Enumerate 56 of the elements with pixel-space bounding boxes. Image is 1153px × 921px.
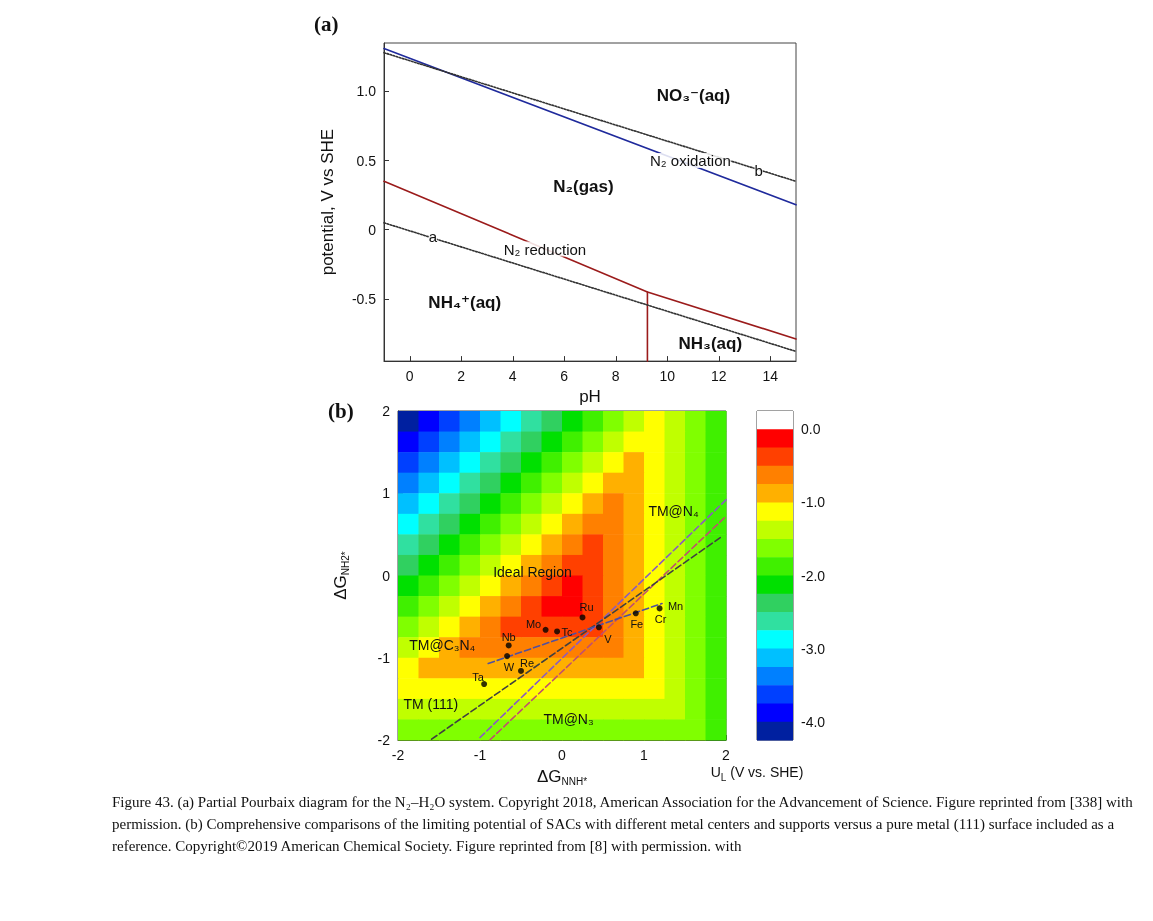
x-tick-label: 14: [762, 368, 779, 385]
x-tick-label: 1: [640, 747, 649, 763]
x-tick-label: 10: [659, 368, 676, 385]
annotation: N₂(gas): [553, 176, 614, 196]
annotation: NO₃⁻(aq): [656, 85, 731, 105]
x-tick-label: 0: [558, 747, 567, 763]
x-tick-label: 2: [457, 368, 466, 385]
caption: Figure 43. (a) Partial Pourbaix diagram for the N₂–H₂O system. Copyright 2018, American Association for the Advancement of Science. Figure reprinted from [338] with permission. (b) Comprehensive comparisons of the limiting potential of SACs with different metal centers and supports versus a pure metal (111) surface included as a reference. Copyright©2019 American Chemical Society. Figure reprinted from [8] with permission. with: [112, 793, 1134, 856]
color-bar-label: -4.0: [801, 713, 826, 730]
annotation: TM@C₃N₄: [409, 636, 476, 653]
y-axis-title: ΔGNH2*: [330, 551, 351, 600]
y-tick-label: 2: [382, 403, 391, 419]
annotation: V: [604, 633, 613, 646]
y-tick-label: 1: [382, 485, 391, 502]
y-tick-label: 0: [382, 567, 391, 584]
annotation: b: [754, 161, 763, 179]
color-bar-label: -1.0: [801, 494, 826, 511]
x-tick-label: 4: [508, 368, 517, 385]
annotation: Mn: [667, 600, 684, 613]
x-tick-label: 8: [611, 368, 620, 385]
x-tick-label: 6: [560, 368, 569, 385]
annotation: a: [428, 228, 438, 246]
color-bar-label: -2.0: [801, 567, 826, 584]
annotation: Mo: [525, 617, 542, 630]
color-bar-label: -3.0: [801, 640, 826, 657]
x-axis-title: pH: [579, 387, 601, 406]
annotation: Ta: [472, 671, 485, 684]
annotation: Nb: [501, 631, 516, 644]
annotation: NH₄⁺(aq): [428, 293, 502, 313]
annotation: Re: [519, 656, 535, 669]
y-tick-label: 0.5: [356, 152, 377, 169]
annotation: TM@N₄: [648, 503, 699, 520]
annotation: TM@N₃: [543, 710, 594, 727]
y-axis-title: potential, V vs SHE: [318, 128, 337, 276]
annotation: Fe: [630, 618, 644, 631]
annotation: NH₃(aq): [678, 333, 743, 353]
annotation: W: [503, 661, 515, 674]
annotation: Ru: [579, 601, 594, 614]
annotation: Tc: [561, 626, 574, 639]
color-bar-label: 0.0: [801, 421, 821, 438]
annotation: Ideal Region: [493, 564, 572, 581]
y-tick-label: -0.5: [351, 290, 377, 307]
y-tick-label: 1.0: [356, 83, 377, 100]
text: (b): [328, 398, 354, 423]
y-tick-label: -2: [377, 732, 391, 748]
annotation: Cr: [654, 613, 667, 626]
annotation: N₂ reduction: [503, 240, 587, 258]
annotation: N₂ oxidation: [649, 152, 731, 170]
x-tick-label: 2: [722, 747, 731, 763]
y-tick-label: -1: [377, 649, 391, 666]
annotation: TM (111): [403, 695, 459, 712]
x-tick-label: -1: [473, 747, 487, 763]
text: (a): [314, 11, 339, 36]
y-tick-label: 0: [368, 221, 377, 238]
x-tick-label: 0: [405, 368, 414, 385]
x-tick-label: 12: [710, 368, 727, 385]
